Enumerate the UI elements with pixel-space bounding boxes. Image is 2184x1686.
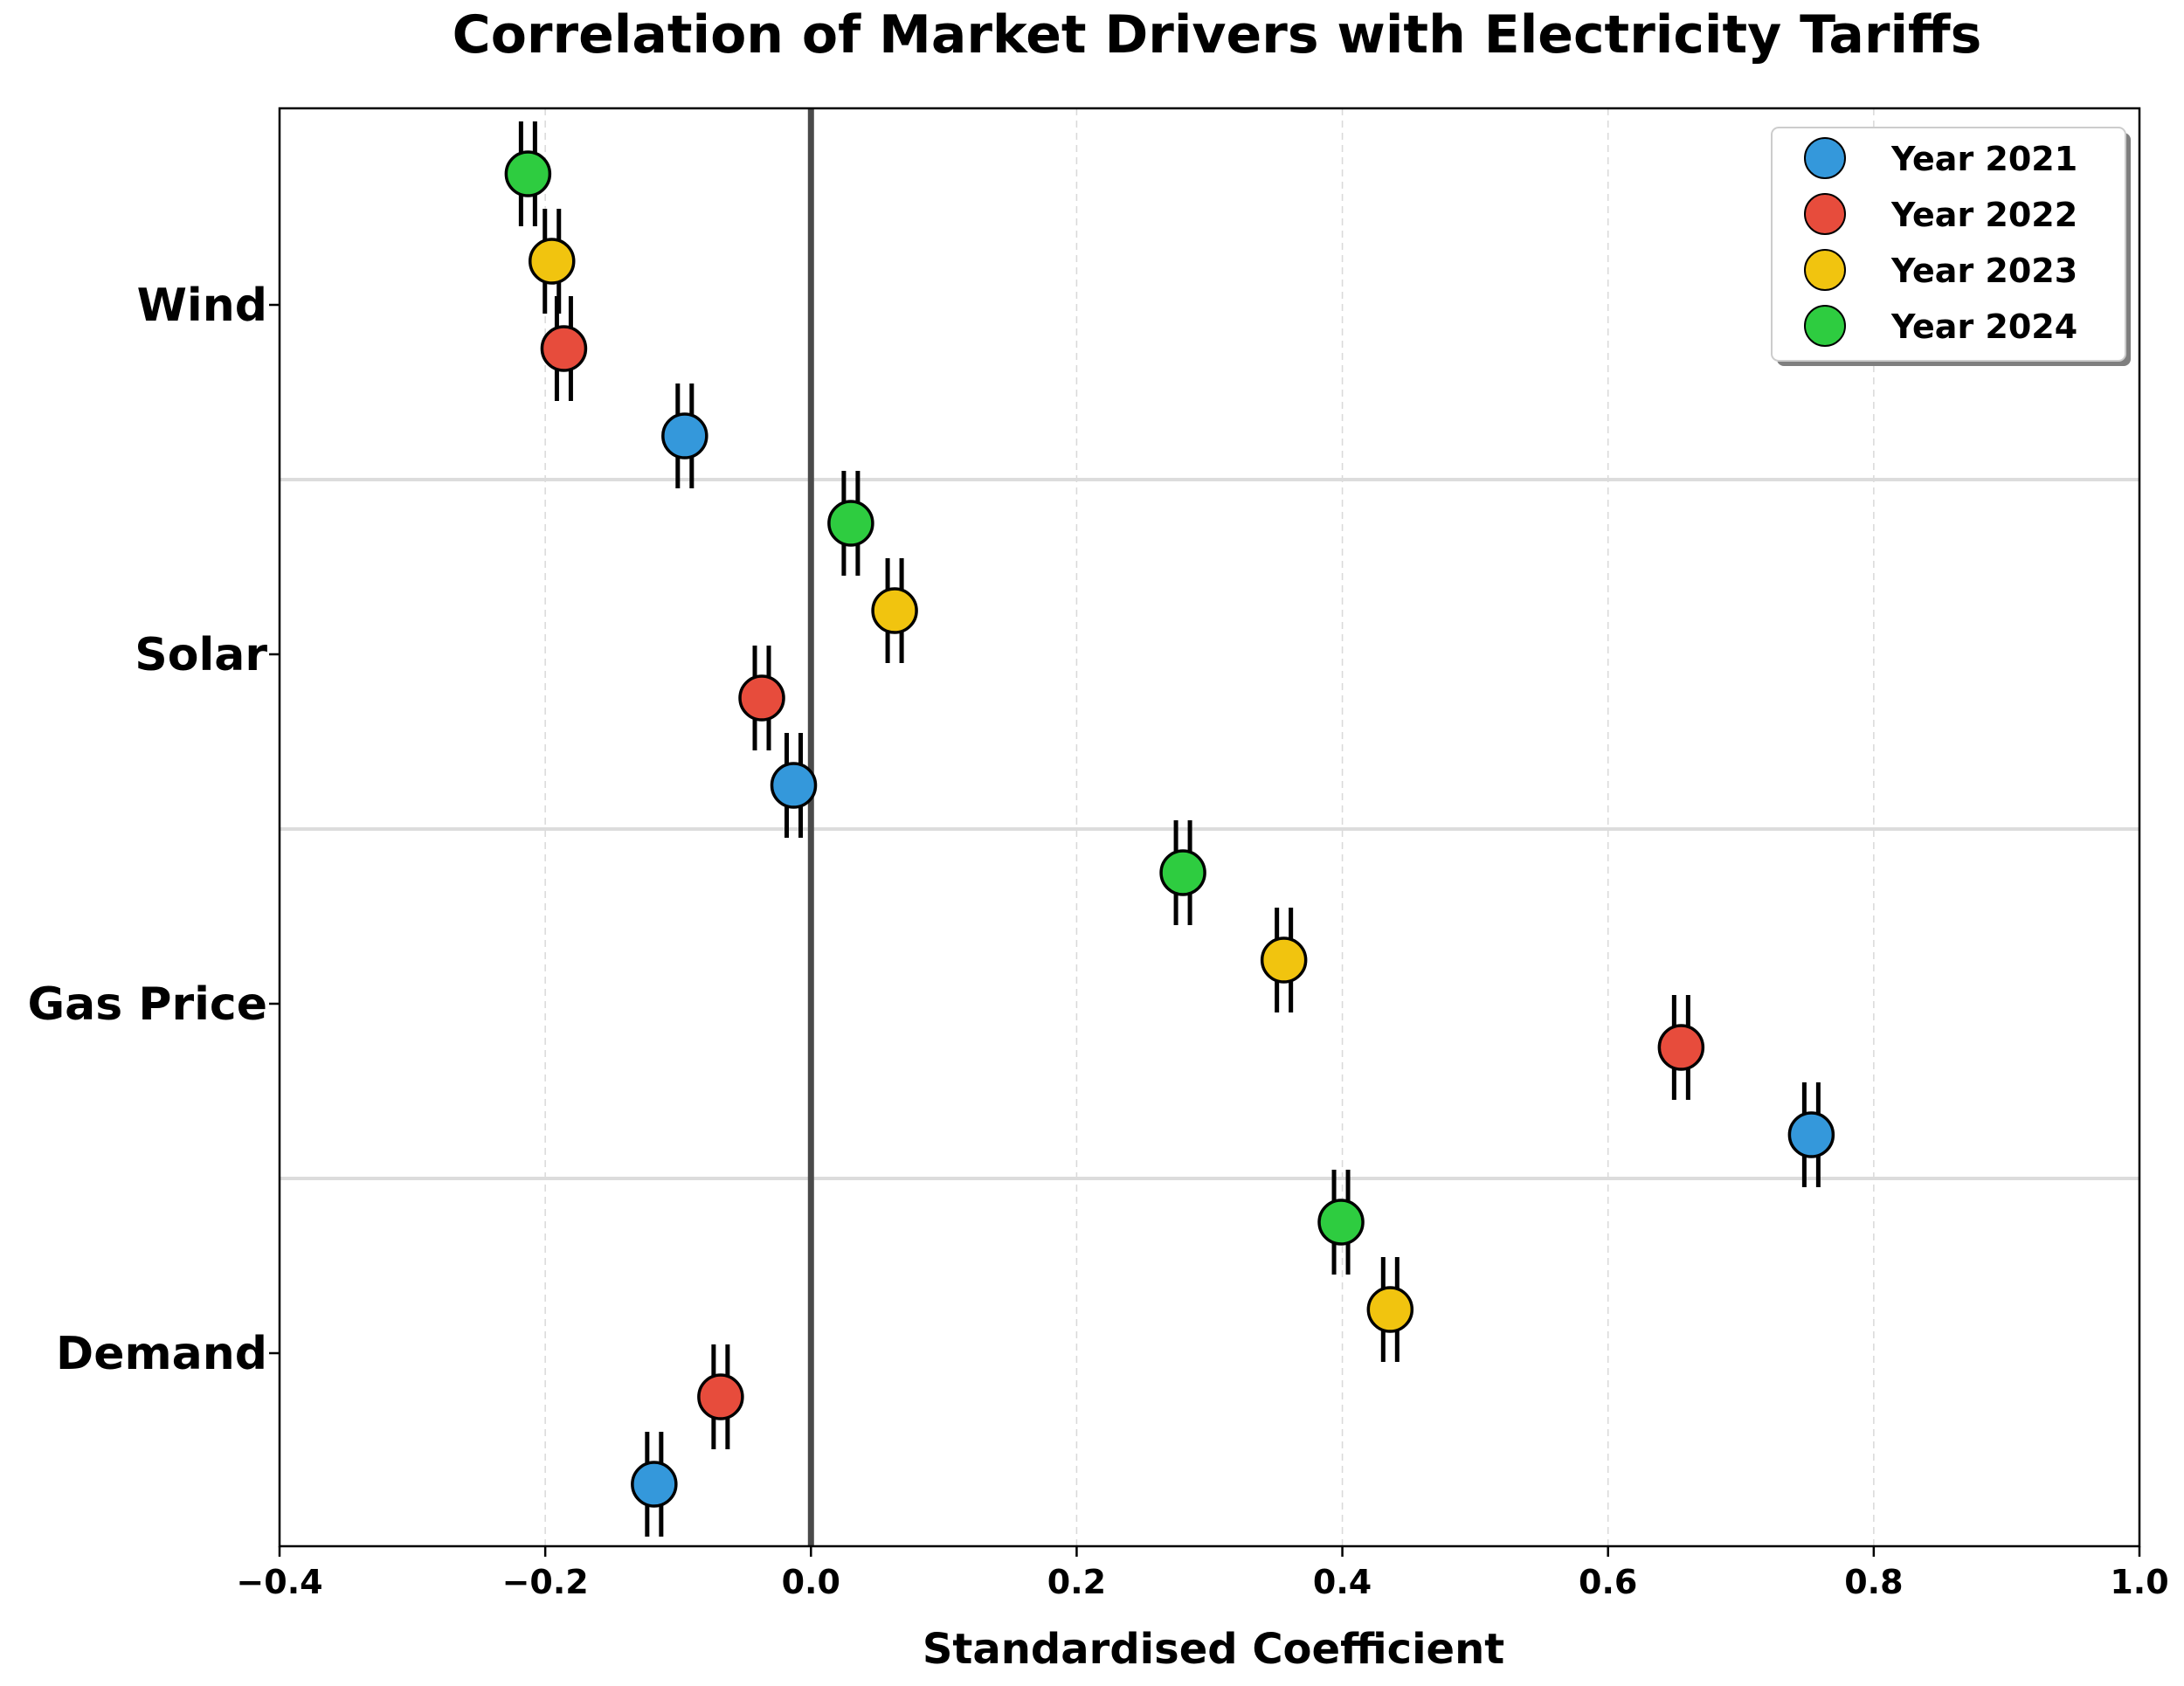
y-tick-label: Demand	[56, 1328, 267, 1380]
legend-marker	[1804, 193, 1846, 235]
x-tick-label: 0.8	[1844, 1563, 1903, 1601]
x-tick-label: 0.6	[1579, 1563, 1637, 1601]
data-point	[504, 150, 552, 197]
data-point	[697, 1373, 744, 1420]
data-point	[738, 674, 785, 722]
legend: Year 2021 Year 2022 Year 2023 Year 2024	[1771, 127, 2131, 366]
y-tick-label: Solar	[135, 629, 267, 681]
chart-title: Correlation of Market Drivers with Elect…	[453, 4, 1982, 66]
legend-label: Year 2023	[1890, 252, 2077, 290]
x-tick-label: −0.2	[502, 1563, 589, 1601]
legend-label: Year 2021	[1890, 140, 2077, 178]
legend-marker	[1804, 249, 1846, 291]
legend-label: Year 2022	[1890, 196, 2077, 234]
data-point	[1260, 936, 1308, 984]
x-tick-label: 0.0	[782, 1563, 840, 1601]
data-point	[770, 762, 818, 809]
data-point	[631, 1461, 678, 1508]
legend-marker	[1804, 305, 1846, 347]
y-tick-label: Wind	[137, 280, 267, 332]
x-tick-label: 1.0	[2110, 1563, 2168, 1601]
data-point	[827, 500, 874, 547]
plot-frame	[278, 107, 2141, 1548]
data-point	[661, 412, 708, 460]
legend-box	[1771, 127, 2126, 362]
x-tick-label: −0.4	[236, 1563, 322, 1601]
x-tick-label: 0.4	[1313, 1563, 1372, 1601]
data-point	[1317, 1199, 1365, 1246]
y-tick-label: Gas Price	[28, 978, 268, 1031]
x-tick-label: 0.2	[1047, 1563, 1106, 1601]
legend-label: Year 2024	[1890, 307, 2077, 346]
data-point	[540, 325, 588, 372]
data-point	[1159, 849, 1206, 896]
plot-area: −0.4 −0.2 0.0 0.2 0.4 0.6 0.8 1.0 Wind Solar Gas P…	[28, 107, 2169, 1601]
data-point	[528, 238, 576, 285]
data-point	[1787, 1111, 1835, 1158]
x-axis-label: Standardised Coefficient	[923, 1625, 1504, 1674]
data-point	[871, 587, 918, 634]
data-point	[1366, 1286, 1414, 1333]
data-point	[1657, 1024, 1705, 1071]
legend-marker	[1804, 137, 1846, 179]
